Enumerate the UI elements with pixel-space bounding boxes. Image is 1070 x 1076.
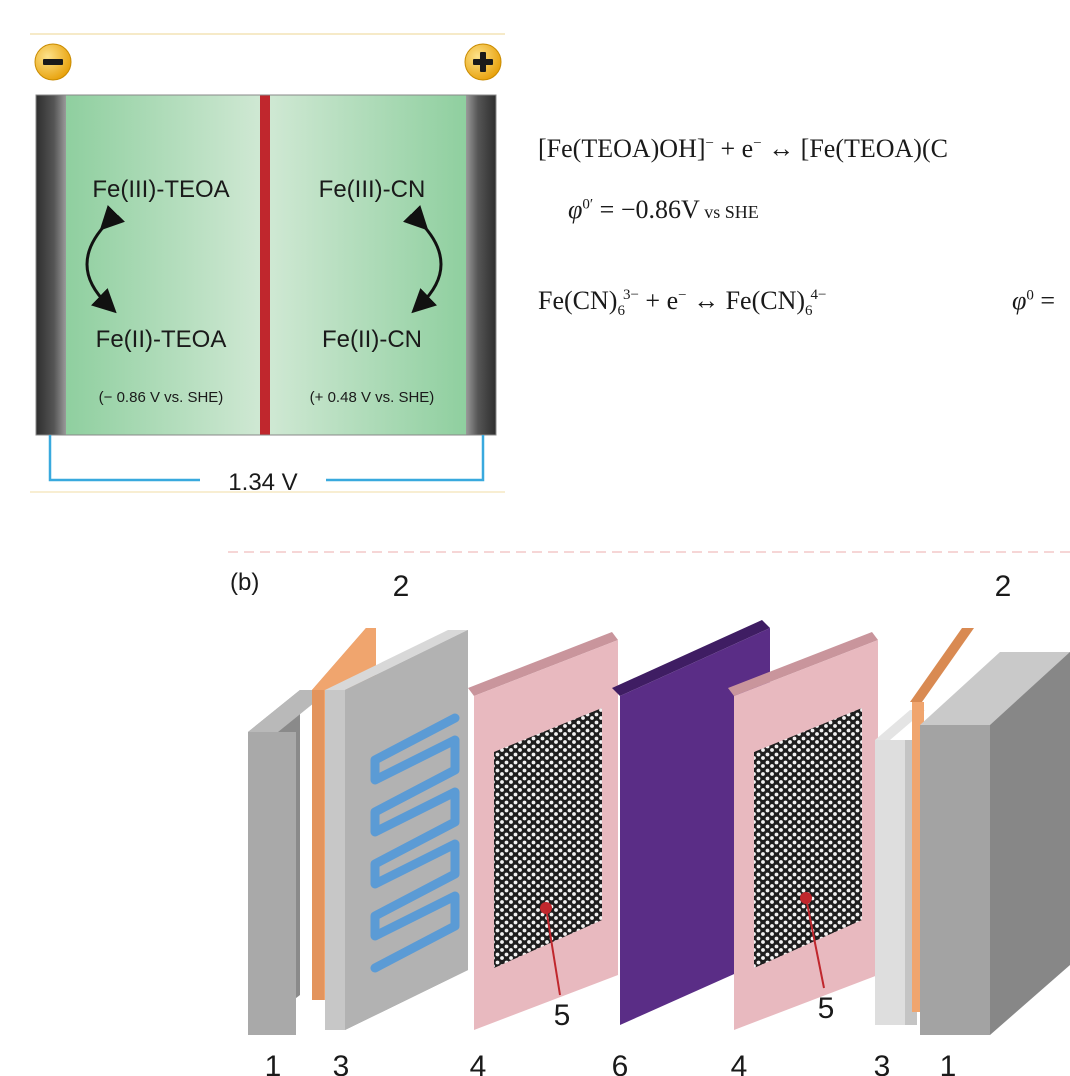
label-current-collector-right: 2 [995, 570, 1012, 603]
cell-schematic: Fe(III)-TEOA Fe(II)-TEOA (− 0.86 V vs. S… [30, 33, 505, 496]
right-redox-arrow-icon [403, 205, 443, 314]
end-plate-left [248, 690, 330, 1035]
label-felt-right: 5 [818, 992, 835, 1025]
label-felt-left: 5 [554, 999, 571, 1032]
left-oxidized-label: Fe(III)-TEOA [92, 176, 229, 203]
gasket-left [468, 632, 618, 1030]
felt-pointer-right [805, 897, 825, 989]
negative-electrode [36, 95, 66, 435]
felt-electrode-left [494, 708, 602, 968]
label-membrane: 6 [612, 1050, 629, 1076]
positive-electrode [466, 95, 496, 435]
label-end-plate-right: 1 [940, 1050, 957, 1076]
label-current-collector-left: 2 [393, 570, 410, 603]
end-plate-right [920, 652, 1070, 1035]
label-gasket-right: 4 [731, 1050, 748, 1076]
left-potential-label: (− 0.86 V vs. SHE) [99, 389, 224, 406]
right-reduced-label: Fe(II)-CN [322, 326, 422, 353]
felt-pointer-left [545, 907, 561, 996]
flow-channel-icon [370, 713, 460, 973]
left-reduced-label: Fe(II)-TEOA [96, 326, 227, 353]
membrane-stack [612, 620, 770, 1025]
label-flow-plate-right: 3 [874, 1050, 891, 1076]
negative-terminal-icon [34, 43, 72, 81]
gasket-right [728, 632, 878, 1030]
right-potential-label: (+ 0.48 V vs. SHE) [310, 389, 435, 406]
label-flow-plate-left: 3 [333, 1050, 350, 1076]
membrane [260, 95, 270, 435]
positive-terminal-icon [464, 43, 502, 81]
panel-label: (b) [230, 569, 259, 596]
label-end-plate-left: 1 [265, 1050, 282, 1076]
right-oxidized-label: Fe(III)-CN [319, 176, 426, 203]
label-gasket-left: 4 [470, 1050, 487, 1076]
circuit-wire-right [326, 435, 485, 482]
felt-electrode-right [754, 708, 862, 968]
circuit-wire-left [48, 435, 200, 482]
left-redox-arrow-icon [85, 205, 125, 314]
